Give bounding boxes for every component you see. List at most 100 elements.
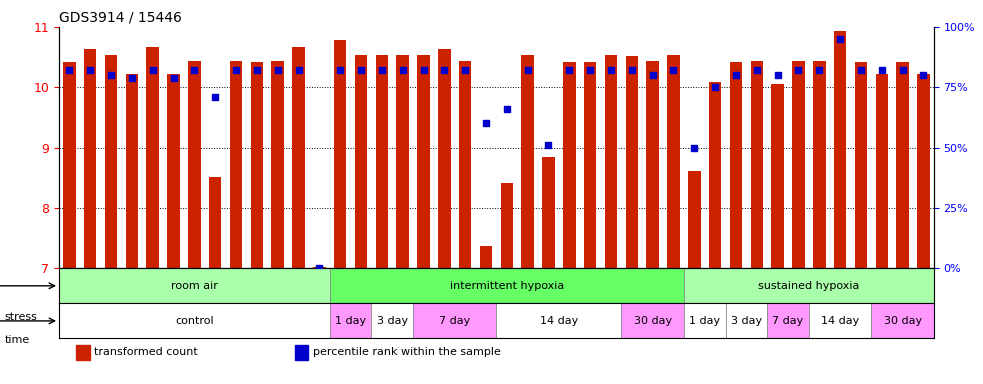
Point <box>874 67 890 73</box>
Bar <box>684 303 725 338</box>
Point <box>436 67 452 73</box>
Point <box>124 74 140 81</box>
Text: 14 day: 14 day <box>821 316 859 326</box>
Bar <box>917 74 930 268</box>
Bar <box>480 246 492 268</box>
Text: 1 day: 1 day <box>689 316 721 326</box>
Bar <box>126 74 139 268</box>
Text: sustained hypoxia: sustained hypoxia <box>758 281 859 291</box>
Bar <box>209 177 221 268</box>
Point <box>395 67 411 73</box>
Bar <box>188 61 201 268</box>
Bar <box>329 303 372 338</box>
Point <box>895 67 910 73</box>
Point <box>686 144 702 151</box>
Bar <box>667 55 679 268</box>
Text: percentile rank within the sample: percentile rank within the sample <box>313 347 500 357</box>
Text: time: time <box>5 335 30 345</box>
Bar <box>355 55 368 268</box>
Text: transformed count: transformed count <box>94 347 198 357</box>
Bar <box>834 31 846 268</box>
Point <box>62 67 78 73</box>
Bar <box>59 303 329 338</box>
Text: intermittent hypoxia: intermittent hypoxia <box>449 281 564 291</box>
Bar <box>496 303 621 338</box>
Bar <box>417 55 430 268</box>
Point <box>645 72 661 78</box>
Point <box>749 67 765 73</box>
Text: 3 day: 3 day <box>376 316 408 326</box>
Point <box>811 67 827 73</box>
Text: 3 day: 3 day <box>730 316 762 326</box>
Bar <box>625 56 638 268</box>
Bar <box>295 345 309 359</box>
Bar <box>792 61 805 268</box>
Bar <box>563 63 576 268</box>
Bar <box>688 171 701 268</box>
Point <box>728 72 744 78</box>
Point <box>228 67 244 73</box>
Point <box>770 72 785 78</box>
Bar <box>230 61 242 268</box>
Text: 30 day: 30 day <box>884 316 922 326</box>
Bar <box>292 47 305 268</box>
Bar <box>876 74 888 268</box>
Bar <box>77 345 89 359</box>
Bar <box>521 55 534 268</box>
Text: 14 day: 14 day <box>540 316 578 326</box>
Point <box>604 67 619 73</box>
Point <box>582 67 598 73</box>
Bar <box>271 61 284 268</box>
Point <box>457 67 473 73</box>
Point <box>707 84 723 90</box>
Bar <box>376 55 388 268</box>
Point <box>249 67 264 73</box>
Bar <box>896 63 909 268</box>
Point <box>291 67 307 73</box>
Bar <box>438 49 450 268</box>
Point <box>624 67 640 73</box>
Bar <box>84 49 96 268</box>
Point <box>374 67 389 73</box>
Bar <box>772 84 783 268</box>
Point <box>520 67 536 73</box>
Bar <box>500 183 513 268</box>
Bar <box>459 61 472 268</box>
Point <box>83 67 98 73</box>
Bar <box>729 63 742 268</box>
Point <box>790 67 806 73</box>
Bar <box>146 47 159 268</box>
Bar <box>813 61 826 268</box>
Bar <box>372 303 413 338</box>
Point <box>145 67 160 73</box>
Point <box>103 72 119 78</box>
Point <box>561 67 577 73</box>
Bar <box>584 63 597 268</box>
Bar <box>725 303 767 338</box>
Bar <box>396 55 409 268</box>
Bar <box>684 268 934 303</box>
Bar <box>329 268 684 303</box>
Bar <box>543 157 554 268</box>
Bar <box>251 63 263 268</box>
Bar <box>751 61 763 268</box>
Bar <box>413 303 496 338</box>
Point <box>665 67 681 73</box>
Point <box>416 67 432 73</box>
Bar <box>647 61 659 268</box>
Bar <box>809 303 871 338</box>
Bar <box>314 267 325 268</box>
Point <box>166 74 182 81</box>
Text: room air: room air <box>171 281 218 291</box>
Bar <box>709 82 722 268</box>
Point <box>499 106 515 112</box>
Point <box>353 67 369 73</box>
Text: 1 day: 1 day <box>335 316 366 326</box>
Bar <box>105 55 117 268</box>
Point <box>541 142 556 148</box>
Bar <box>334 40 346 268</box>
Point <box>332 67 348 73</box>
Point <box>187 67 202 73</box>
Bar <box>605 55 617 268</box>
Bar <box>767 303 809 338</box>
